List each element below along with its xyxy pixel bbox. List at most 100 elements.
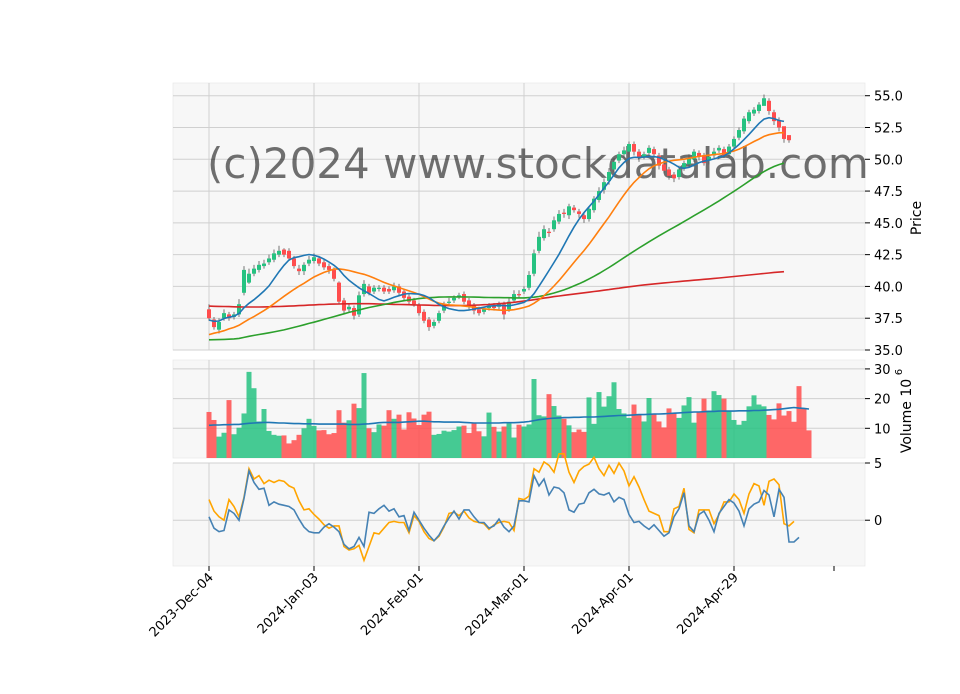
volume-bar [786,411,792,458]
oscillator-panel-background [172,462,866,567]
x-tick-label: 2024-Jan-03 [255,570,322,637]
candle-body [417,305,421,314]
price-tick-label: 55.0 [874,90,903,105]
candle-body [477,309,481,314]
volume-bar [446,431,452,458]
volume-bar [476,431,482,458]
candle-body [667,169,671,176]
candle-body [672,174,676,179]
candle-body [337,282,341,302]
candle-body [362,283,366,295]
volume-bar [411,418,417,458]
volume-bar [271,434,277,458]
volume-bar [371,432,377,458]
candle-body [317,258,321,264]
price-tick-label: 52.5 [874,122,903,137]
candle-body [212,319,216,328]
price-tick-label: 40.0 [874,280,903,295]
volume-bar [246,371,252,458]
oscillator-tick-label: 5 [874,457,882,472]
candle-body [652,149,656,155]
candle-body [332,269,336,279]
price-marks [207,94,791,341]
volume-bar [516,424,522,458]
volume-bar [676,417,682,458]
volume-bar [351,403,357,458]
volume-bar [626,417,632,458]
volume-bar [581,431,587,458]
candle-body [432,322,436,326]
candle-body [717,147,721,151]
candle-body [447,301,451,303]
watermark: (c)2024 www.stockdatalab.com [207,139,869,188]
x-tick-label: 2023-Dec-04 [147,570,217,640]
volume-bar [391,418,397,458]
candle-body [632,144,636,152]
volume-bar [616,409,622,458]
price-tick-label: 47.5 [874,185,903,200]
candle-body [517,294,521,296]
volume-bar [381,425,387,458]
candle-body [287,250,291,259]
candle-body [412,300,416,305]
volume-bar [661,427,667,458]
candle-body [637,151,641,159]
candle-body [602,182,606,190]
volume-bar [451,430,457,458]
price-tick-label: 45.0 [874,217,903,232]
candle-body [242,269,246,293]
volume-bar [286,443,292,458]
sma-mid-line [208,131,785,336]
volume-bar [461,425,467,458]
volume-bar [566,425,572,458]
volume-bar [696,412,702,458]
candle-body [647,147,651,153]
volume-bar [341,422,347,458]
volume-bar [611,382,617,458]
volume-bar [666,408,672,458]
volume-bar [766,414,772,458]
candle-body [372,287,376,292]
volume-bar [531,379,537,458]
oscillator-tick-label: 0 [874,514,882,529]
candle-body [272,253,276,260]
candle-body [677,169,681,178]
candle-body [622,150,626,155]
candle-body [207,309,211,319]
volume-bar [776,403,782,458]
volume-bar [621,413,627,458]
volume-bar [781,415,787,458]
candle-body [532,253,536,274]
volume-bar [276,435,282,458]
volume-bar [596,392,602,458]
candle-body [227,314,231,319]
candle-body [752,109,756,114]
volume-bar [406,412,412,458]
volume-bar [501,426,507,458]
sma-slow-line [208,162,785,341]
volume-bar [541,416,547,458]
candle-body [467,300,471,307]
volume-bar [216,436,222,458]
candle-body [577,211,581,214]
candle-body [367,286,371,293]
volume-bar [576,429,582,458]
volume-bar [691,422,697,458]
candle-body [762,98,766,106]
volume-bar [416,425,422,458]
candle-body [697,152,701,157]
candle-body [222,313,226,319]
candle-body [377,287,381,289]
candle-body [522,288,526,292]
volume-bar [456,426,462,458]
volume-bar [211,419,217,458]
volume-bar [746,406,752,458]
candle-body [257,264,261,270]
candle-body [732,138,736,147]
candle-body [252,268,256,274]
oscillator-marks [208,452,800,563]
volume-bar [726,410,732,458]
candle-body [247,273,251,283]
volume-bar [291,440,297,458]
candle-body [542,229,546,239]
